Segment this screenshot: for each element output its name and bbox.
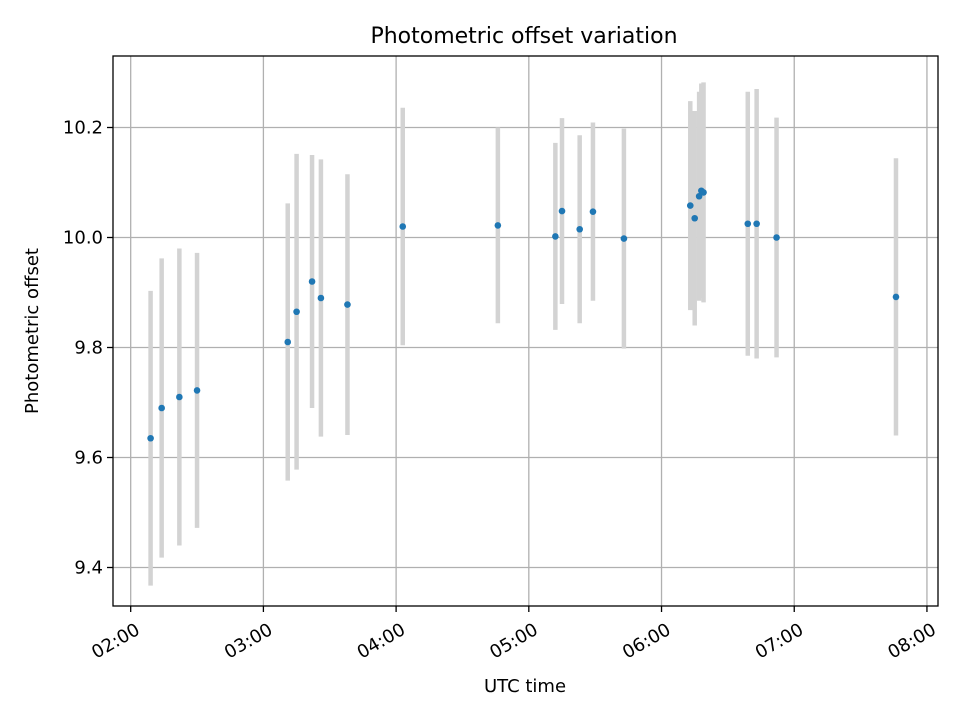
data-point <box>686 202 694 209</box>
data-point <box>308 278 316 285</box>
data-point <box>695 192 703 200</box>
data-point <box>589 208 597 215</box>
error-bars <box>148 82 899 586</box>
data-point <box>691 214 699 222</box>
data-point <box>744 220 752 228</box>
data-point <box>620 235 628 242</box>
data-point <box>176 393 183 401</box>
data-point <box>700 189 707 196</box>
y-tick-label: 10.2 <box>63 118 103 139</box>
data-point <box>317 294 325 302</box>
x-tick-label: 06:00 <box>619 619 674 663</box>
data-point <box>344 301 351 308</box>
data-point <box>753 220 760 228</box>
y-tick-label: 9.8 <box>74 338 103 359</box>
y-axis-label: Photometric offset <box>22 248 43 414</box>
y-tick-label: 10.0 <box>63 228 103 249</box>
data-point <box>399 223 407 230</box>
data-point <box>494 222 502 229</box>
x-tick-label: 05:00 <box>486 619 541 663</box>
y-tick-label: 9.6 <box>74 448 103 469</box>
x-tick-label: 04:00 <box>354 619 409 663</box>
x-axis-ticks: 02:00 03:00 04:00 05:00 06:00 07:00 08:00 <box>88 606 940 663</box>
data-point <box>576 225 583 233</box>
x-tick-label: 03:00 <box>221 619 276 663</box>
data-point <box>147 434 154 442</box>
y-tick-label: 9.4 <box>74 558 103 579</box>
x-tick-label: 08:00 <box>884 619 939 663</box>
x-tick-label: 02:00 <box>88 619 143 663</box>
chart-title: Photometric offset variation <box>370 24 677 49</box>
data-point <box>558 207 566 215</box>
data-point <box>193 387 201 394</box>
data-point <box>773 234 780 241</box>
data-point <box>293 308 300 316</box>
data-points <box>147 187 900 442</box>
plot-frame <box>112 55 939 607</box>
data-point <box>284 338 292 346</box>
y-axis-ticks: 9.4 9.6 9.8 10.0 10.2 <box>63 118 113 579</box>
data-point <box>552 233 559 240</box>
x-axis-label: UTC time <box>484 676 566 697</box>
data-point <box>892 293 900 301</box>
grid-lines <box>113 56 938 606</box>
x-tick-label: 07:00 <box>752 619 807 663</box>
data-point <box>158 404 165 412</box>
